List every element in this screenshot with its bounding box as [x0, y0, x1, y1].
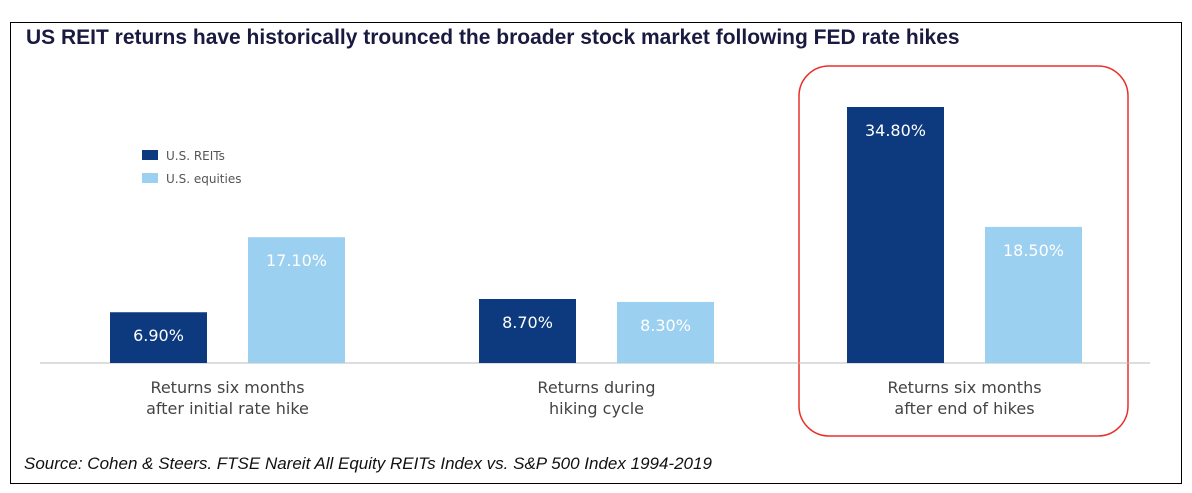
category-label: Returns during	[537, 378, 655, 397]
bar	[248, 237, 345, 363]
category-label: after initial rate hike	[146, 399, 309, 418]
legend-swatch	[142, 173, 158, 183]
chart-frame	[10, 22, 1182, 484]
chart-title: US REIT returns have historically trounc…	[26, 26, 960, 49]
category-label: after end of hikes	[894, 399, 1034, 418]
data-label: 18.50%	[1003, 241, 1064, 260]
bar	[847, 107, 944, 363]
legend-label: U.S. equities	[166, 172, 241, 186]
bar	[110, 312, 207, 363]
data-label: 6.90%	[133, 326, 184, 345]
bar	[617, 301, 714, 363]
legend-label: U.S. REITs	[166, 149, 225, 163]
legend-swatch	[142, 150, 158, 160]
source-note: Source: Cohen & Steers. FTSE Nareit All …	[24, 454, 712, 473]
data-label: 8.70%	[502, 313, 553, 332]
bar	[479, 299, 576, 363]
data-label: 17.10%	[266, 251, 327, 270]
data-label: 8.30%	[640, 316, 691, 335]
category-label: Returns six months	[150, 378, 304, 397]
highlight-box	[798, 65, 1129, 437]
category-label: hiking cycle	[549, 399, 644, 418]
data-label: 34.80%	[865, 121, 926, 140]
category-label: Returns six months	[887, 378, 1041, 397]
bar	[985, 226, 1082, 363]
